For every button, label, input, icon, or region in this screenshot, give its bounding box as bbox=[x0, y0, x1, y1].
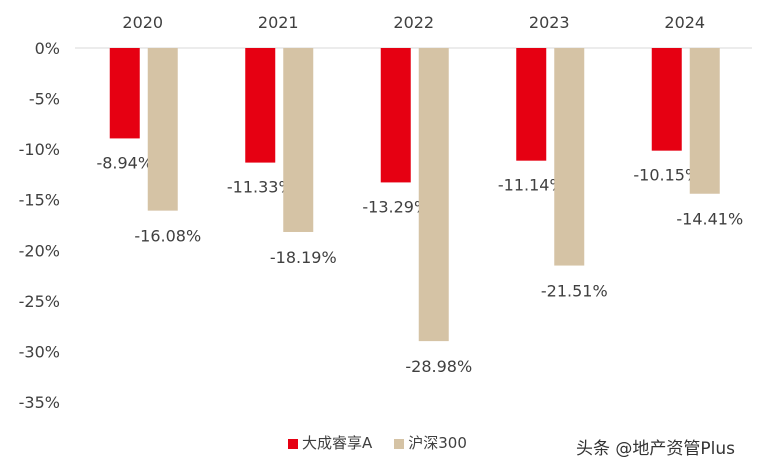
y-tick-label: -10% bbox=[19, 140, 60, 159]
bar-沪深300 bbox=[418, 48, 449, 342]
data-label: -14.41% bbox=[676, 210, 743, 229]
data-label: -21.51% bbox=[541, 282, 608, 301]
legend-item-0: 大成睿享A bbox=[288, 432, 372, 453]
x-tick-label: 2023 bbox=[529, 13, 570, 32]
data-label: -11.14% bbox=[498, 176, 565, 195]
bar-大成睿享A bbox=[380, 48, 411, 183]
data-label: -10.15% bbox=[633, 166, 700, 185]
watermark: 头条 @地产资管Plus bbox=[576, 439, 736, 459]
bar-大成睿享A bbox=[245, 48, 276, 163]
y-tick-label: -35% bbox=[19, 393, 60, 412]
x-tick-label: 2022 bbox=[393, 13, 434, 32]
bar-大成睿享A bbox=[516, 48, 547, 161]
x-tick-label: 2020 bbox=[122, 13, 163, 32]
data-label: -28.98% bbox=[405, 357, 472, 376]
legend: 大成睿享A 沪深300 bbox=[288, 432, 467, 453]
legend-label: 大成睿享A bbox=[302, 434, 373, 452]
y-tick-label: -25% bbox=[19, 292, 60, 311]
data-label: -16.08% bbox=[134, 227, 201, 246]
x-tick-label: 2021 bbox=[258, 13, 299, 32]
bar-沪深300 bbox=[554, 48, 585, 266]
y-tick-label: -5% bbox=[29, 90, 60, 109]
data-label: -8.94% bbox=[96, 153, 153, 172]
bar-大成睿享A bbox=[109, 48, 140, 139]
legend-item-1: 沪深300 bbox=[394, 432, 467, 453]
data-label: -18.19% bbox=[270, 248, 337, 267]
legend-swatch bbox=[394, 438, 405, 449]
bar-大成睿享A bbox=[651, 48, 682, 151]
bar-沪深300 bbox=[147, 48, 178, 211]
bar-沪深300 bbox=[283, 48, 314, 232]
y-tick-label: -15% bbox=[19, 191, 60, 210]
legend-swatch bbox=[288, 438, 298, 449]
x-tick-label: 2024 bbox=[664, 13, 705, 32]
y-tick-label: -20% bbox=[19, 241, 60, 260]
bar-沪深300 bbox=[689, 48, 720, 194]
y-tick-label: 0% bbox=[35, 39, 60, 58]
data-label: -13.29% bbox=[362, 197, 429, 216]
y-tick-label: -30% bbox=[19, 342, 60, 361]
data-label: -11.33% bbox=[227, 178, 294, 197]
legend-label: 沪深300 bbox=[408, 434, 467, 452]
